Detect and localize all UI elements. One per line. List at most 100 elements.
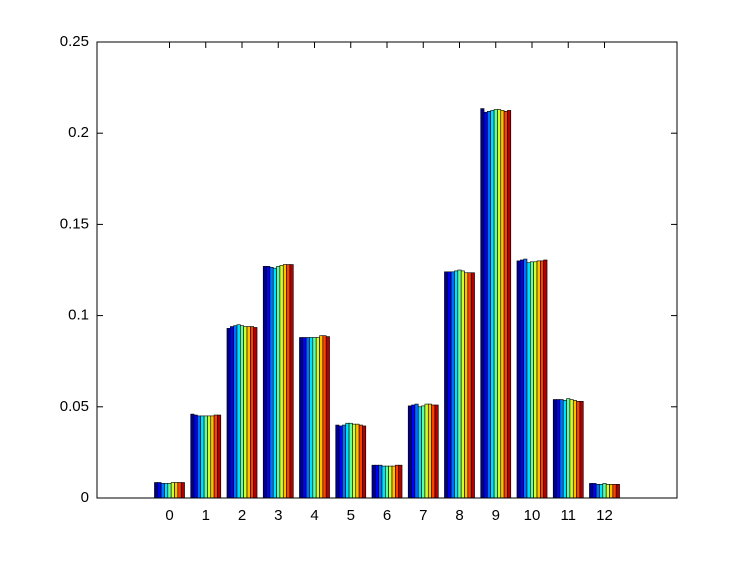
bar (207, 415, 212, 499)
y-tick-label: 0.2 (68, 124, 89, 141)
bar (556, 399, 561, 499)
bar (378, 464, 383, 499)
bar (427, 403, 432, 499)
bar (421, 405, 426, 499)
plot-area (97, 42, 677, 498)
bar (286, 264, 291, 499)
y-tick-label: 0.25 (60, 33, 89, 50)
bar (240, 325, 244, 499)
bar (345, 422, 350, 499)
bar (454, 270, 459, 499)
bar (217, 414, 222, 499)
bar (467, 272, 472, 499)
bar (319, 335, 324, 499)
x-tick-label: 3 (274, 507, 282, 524)
bar (388, 465, 393, 499)
bar (615, 484, 620, 499)
bar (424, 403, 429, 499)
bar (519, 259, 524, 499)
bar (493, 109, 498, 499)
bar (262, 266, 267, 499)
x-tick-label: 8 (455, 507, 463, 524)
x-tick-label: 1 (202, 507, 210, 524)
bar (414, 403, 419, 499)
bar (213, 414, 218, 499)
bar (457, 269, 462, 499)
bar (480, 108, 485, 499)
bar (500, 110, 505, 499)
y-tick-label: 0 (81, 489, 89, 506)
bar (540, 260, 545, 499)
bar (272, 267, 277, 499)
x-tick-label: 6 (383, 507, 391, 524)
bar (352, 423, 357, 499)
bar (302, 337, 307, 499)
bar (434, 404, 439, 499)
bar (289, 264, 294, 499)
bar (605, 484, 610, 499)
bar (526, 262, 531, 499)
bar (246, 326, 251, 499)
bar (279, 265, 284, 499)
x-tick-label: 12 (596, 507, 613, 524)
bar (579, 401, 584, 499)
bar (536, 260, 541, 499)
bar (595, 484, 600, 499)
x-tick-label: 10 (524, 507, 541, 524)
bar (470, 272, 475, 499)
bar (374, 464, 379, 499)
bar (381, 465, 386, 499)
bar (193, 414, 198, 499)
bar (543, 259, 548, 499)
x-tick-label: 4 (310, 507, 318, 524)
bar (444, 271, 449, 499)
bar (417, 406, 422, 499)
bar (229, 326, 234, 499)
axes-box (96, 41, 678, 499)
bar (362, 425, 367, 499)
bar (609, 484, 614, 499)
bar (197, 415, 202, 499)
bar (200, 415, 205, 499)
bar (487, 111, 492, 499)
bar (269, 266, 274, 499)
y-tick-label: 0.1 (68, 307, 89, 324)
bar (395, 464, 400, 499)
bar (450, 271, 455, 499)
bar (160, 483, 165, 499)
bar (530, 261, 534, 499)
bar (203, 415, 208, 499)
bar (552, 399, 557, 499)
bar (299, 337, 304, 499)
bar (533, 261, 538, 499)
bar (170, 482, 175, 499)
bar (243, 326, 248, 499)
bar (312, 337, 317, 499)
bar (157, 482, 162, 499)
bar (490, 110, 495, 499)
bar (507, 110, 512, 499)
bar (447, 271, 452, 499)
bar (174, 482, 179, 499)
x-tick-label: 9 (492, 507, 500, 524)
bar (236, 324, 241, 499)
bar (460, 270, 465, 499)
bar (322, 335, 327, 499)
x-tick-label: 7 (419, 507, 427, 524)
bar (180, 482, 185, 499)
bar (523, 258, 528, 499)
x-tick-label: 11 (560, 507, 576, 524)
bar (190, 413, 195, 499)
bar (276, 266, 281, 499)
bar (371, 464, 376, 499)
bar (483, 111, 488, 499)
bar (464, 272, 469, 499)
bar (305, 337, 310, 499)
bar (569, 399, 574, 499)
x-tick-label: 5 (347, 507, 355, 524)
bar (562, 400, 567, 499)
bar (177, 482, 182, 499)
bar (167, 483, 172, 499)
